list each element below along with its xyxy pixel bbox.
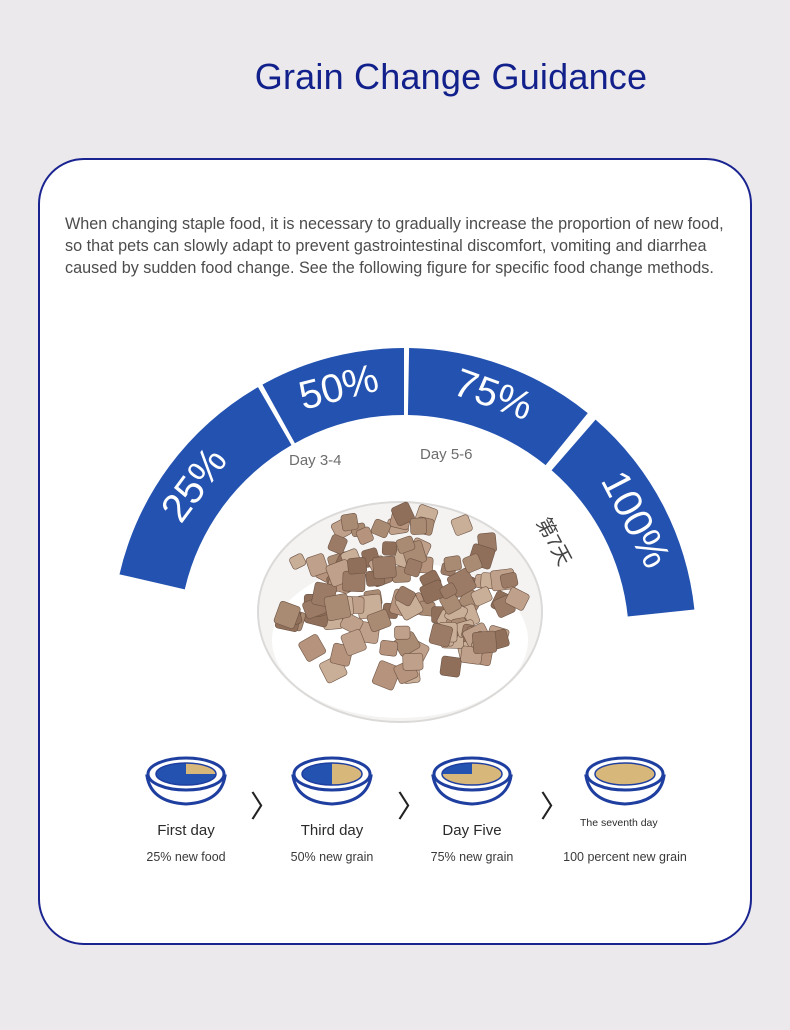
food-chunk <box>340 629 367 656</box>
gauge-segment-4 <box>551 419 695 617</box>
food-chunk <box>327 534 348 555</box>
food-chunk <box>370 518 391 539</box>
chevron-right-icon: 〉 <box>250 790 280 825</box>
food-bowl-icon <box>431 756 513 806</box>
food-chunk <box>450 514 473 536</box>
food-chunk <box>391 501 415 526</box>
step-third-day: Third day 50% new grain <box>257 752 407 864</box>
food-chunk <box>470 586 493 607</box>
food-chunk <box>395 535 416 554</box>
food-chunk <box>499 572 519 589</box>
step-day-five: Day Five 75% new grain <box>397 752 547 864</box>
food-chunk <box>366 609 392 633</box>
food-chunk <box>381 541 398 556</box>
food-chunk <box>402 652 424 671</box>
gauge-segment-3 <box>407 348 588 466</box>
food-chunk <box>443 555 462 572</box>
page-title: Grain Change Guidance <box>254 56 648 97</box>
food-chunk <box>305 553 329 577</box>
chevron-right-icon: 〉 <box>540 790 570 825</box>
gauge-segment-2 <box>262 348 404 444</box>
step-proportion: 100 percent new grain <box>563 850 687 864</box>
food-chunk <box>339 612 364 635</box>
food-chunk <box>439 582 458 600</box>
step-proportion: 75% new grain <box>430 850 514 864</box>
food-chunk <box>394 585 416 607</box>
step-proportion: 50% new grain <box>290 850 374 864</box>
intro-text: When changing staple food, it is necessa… <box>65 215 724 277</box>
food-chunk <box>372 555 397 580</box>
gauge-segment-1 <box>119 387 292 590</box>
steps-row: First day 25% new food 〉 Third day 50% n… <box>0 752 790 882</box>
day-label-7: 第7天 <box>532 514 576 570</box>
food-chunk <box>428 622 453 648</box>
food-chunk <box>273 600 301 629</box>
food-bowl-icon <box>291 756 373 806</box>
food-chunk <box>439 655 462 678</box>
food-bowl-icon <box>145 756 227 806</box>
food-chunk <box>462 553 483 573</box>
food-chunk <box>355 526 374 545</box>
food-chunk <box>347 557 368 575</box>
food-chunk <box>289 553 307 570</box>
food-bowl-icon <box>584 756 666 806</box>
food-chunk <box>323 593 352 622</box>
step-label: Third day <box>300 822 364 839</box>
step-label: First day <box>157 822 215 839</box>
food-bowl-illustration <box>257 501 543 723</box>
step-first-day: First day 25% new food <box>111 752 261 864</box>
step-seventh-day: The seventh day 100 percent new grain <box>550 752 700 864</box>
food-chunk <box>340 513 359 532</box>
food-chunk <box>298 634 326 662</box>
food-chunk <box>379 639 399 657</box>
food-chunk <box>409 517 428 535</box>
day-label-3-4: Day 3-4 <box>289 452 342 469</box>
step-label: The seventh day <box>580 817 658 829</box>
food-chunk <box>403 558 423 578</box>
transition-gauge: 25%50% 75%100% Day 3-4 Day 5-6 第7天 <box>119 348 695 723</box>
day-label-5-6: Day 5-6 <box>420 446 473 463</box>
chevron-right-icon: 〉 <box>397 790 427 825</box>
food-chunk <box>472 630 498 655</box>
step-proportion: 25% new food <box>146 850 226 864</box>
food-chunk <box>504 587 530 611</box>
food-chunk <box>394 625 411 640</box>
step-label: Day Five <box>442 822 502 839</box>
